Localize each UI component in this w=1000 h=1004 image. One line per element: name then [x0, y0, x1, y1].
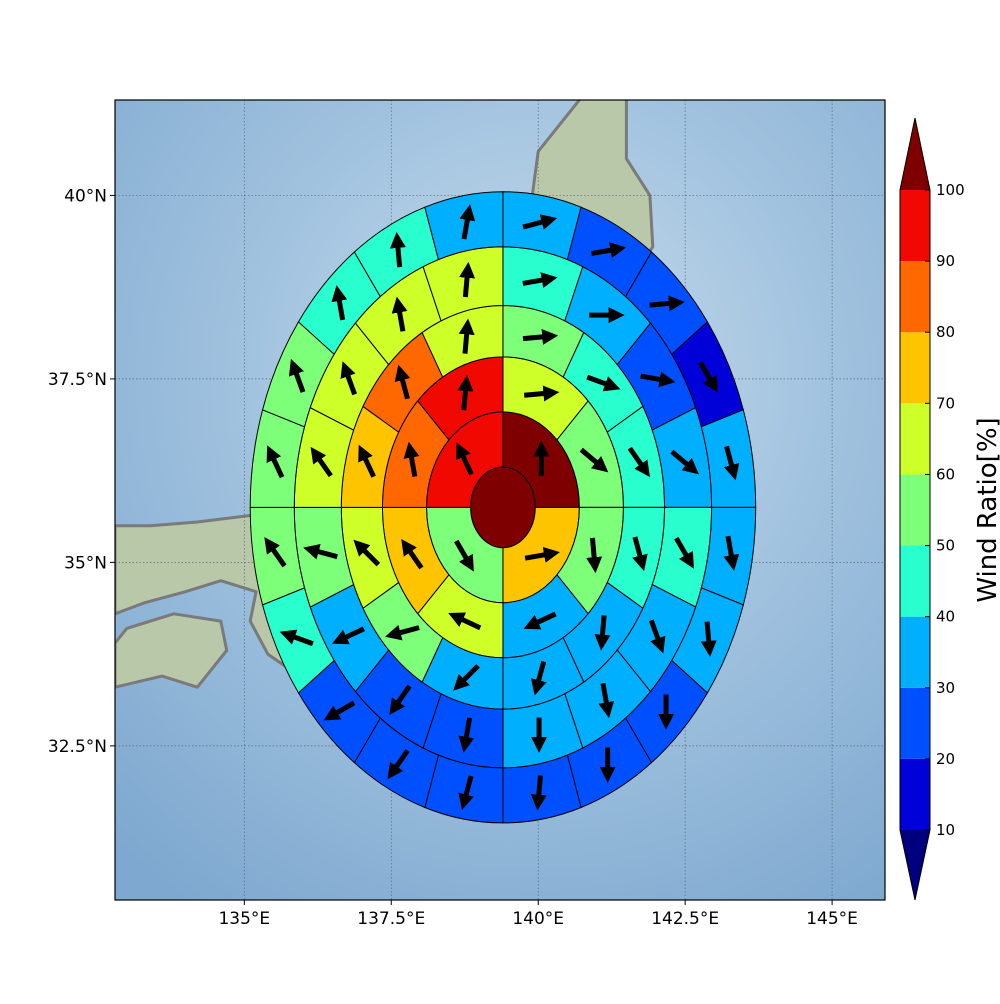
- colorbar-under-triangle: [900, 830, 930, 900]
- colorbar-tick-label: 90: [936, 252, 955, 270]
- x-tick-label: 140°E: [512, 909, 564, 929]
- wind-arrow: [632, 536, 648, 572]
- colorbar-segment: [900, 616, 930, 688]
- colorbar-segment: [900, 687, 930, 759]
- x-axis-ticks: 135°E 137.5°E 140°E 142.5°E 145°E: [218, 900, 858, 929]
- wind-arrow: [648, 619, 666, 654]
- wind-arrow: [530, 660, 547, 696]
- wind-arrow: [723, 445, 740, 481]
- wind-arrow: [523, 611, 557, 630]
- wind-arrow: [448, 612, 482, 631]
- x-tick-label: 137.5°E: [357, 909, 425, 929]
- wind-arrow: [353, 539, 381, 567]
- wind-arrow: [458, 775, 474, 811]
- wind-arrow: [458, 717, 475, 753]
- colorbar-tick-label: 80: [936, 323, 955, 341]
- wind-arrow: [394, 364, 411, 400]
- wind-arrow: [266, 445, 285, 479]
- colorbar-tick-label: 30: [936, 679, 955, 697]
- wind-arrow: [401, 538, 424, 570]
- colorbar: 10 20 30 40 50 60 70 80 90 100: [899, 117, 965, 901]
- wind-ratio-sectors: [249, 191, 757, 824]
- wind-arrow: [288, 358, 306, 393]
- map-frame: [114, 99, 886, 901]
- wind-arrow: [453, 664, 480, 691]
- wind-arrow: [391, 296, 408, 332]
- wind-arrow: [403, 441, 420, 477]
- colorbar-over-triangle: [900, 118, 930, 190]
- wind-arrow: [627, 446, 650, 478]
- colorbar-label: Wind Ratio[%]: [973, 417, 1000, 602]
- x-tick-label: 145°E: [806, 909, 858, 929]
- wind-arrow: [387, 749, 410, 780]
- wind-arrow: [458, 318, 475, 354]
- wind-arrow: [674, 536, 694, 569]
- wind-arrow: [522, 272, 558, 288]
- x-tick-label: 135°E: [218, 909, 270, 929]
- wind-arrow: [670, 449, 699, 475]
- colorbar-segment: [900, 545, 930, 617]
- wind-arrow: [522, 214, 558, 230]
- wind-arrow: [389, 231, 406, 268]
- colorbar-segment: [900, 332, 930, 404]
- wind-arrow: [331, 285, 348, 321]
- wind-arrow: [579, 447, 609, 473]
- wind-arrow: [454, 539, 474, 572]
- colorbar-segment: [900, 261, 930, 333]
- wind-arrow: [524, 546, 560, 563]
- colorbar-tick-label: 40: [936, 608, 955, 626]
- y-tick-label: 35°N: [64, 553, 107, 573]
- wind-arrow: [590, 242, 627, 259]
- wind-arrow: [358, 444, 376, 478]
- colorbar-tick-label: 70: [936, 394, 955, 412]
- wind-arrow: [264, 537, 287, 568]
- colorbar-segment: [900, 190, 930, 262]
- wind-arrow: [586, 537, 603, 574]
- wind-arrow: [323, 700, 356, 721]
- colorbar-tick-label: 50: [936, 537, 955, 555]
- colorbar-segment: [900, 474, 930, 546]
- wind-arrow: [594, 615, 611, 651]
- wind-arrow: [649, 295, 685, 312]
- wind-arrow: [700, 621, 717, 657]
- map-area: [115, 100, 885, 900]
- wind-arrow: [698, 361, 718, 393]
- colorbar-segment: [900, 403, 930, 475]
- colorbar-segment: [900, 758, 930, 830]
- wind-direction-arrows: [264, 204, 740, 811]
- y-axis-ticks: 40°N 37.5°N 35°N 32.5°N: [48, 186, 115, 757]
- wind-arrow: [523, 385, 560, 402]
- wind-arrow: [459, 261, 476, 298]
- wind-arrow: [389, 684, 412, 715]
- wind-arrow: [459, 204, 476, 240]
- wind-arrow: [331, 626, 366, 645]
- colorbar-tick-label: 20: [936, 750, 955, 768]
- colorbar-tick-label: 60: [936, 465, 955, 483]
- wind-arrow: [598, 682, 615, 719]
- wind-arrow: [385, 624, 420, 641]
- wind-arrow: [457, 375, 474, 411]
- y-tick-label: 40°N: [64, 186, 107, 206]
- wind-arrow: [456, 442, 474, 476]
- wind-arrow: [310, 446, 333, 478]
- wind-arrow: [522, 328, 559, 345]
- wind-arrow: [586, 374, 621, 392]
- wind-arrow: [640, 371, 676, 388]
- colorbar-tick-label: 10: [936, 821, 955, 839]
- wind-arrow: [279, 629, 314, 647]
- y-tick-label: 32.5°N: [48, 737, 107, 757]
- wind-arrow: [340, 361, 357, 396]
- wind-arrow: [530, 775, 547, 811]
- colorbar-tick-label: 100: [936, 181, 965, 199]
- x-tick-label: 142.5°E: [651, 909, 719, 929]
- wind-arrow: [723, 535, 740, 571]
- land-shikoku: [115, 612, 229, 689]
- wind-arrow: [303, 543, 338, 560]
- y-tick-label: 37.5°N: [48, 370, 107, 390]
